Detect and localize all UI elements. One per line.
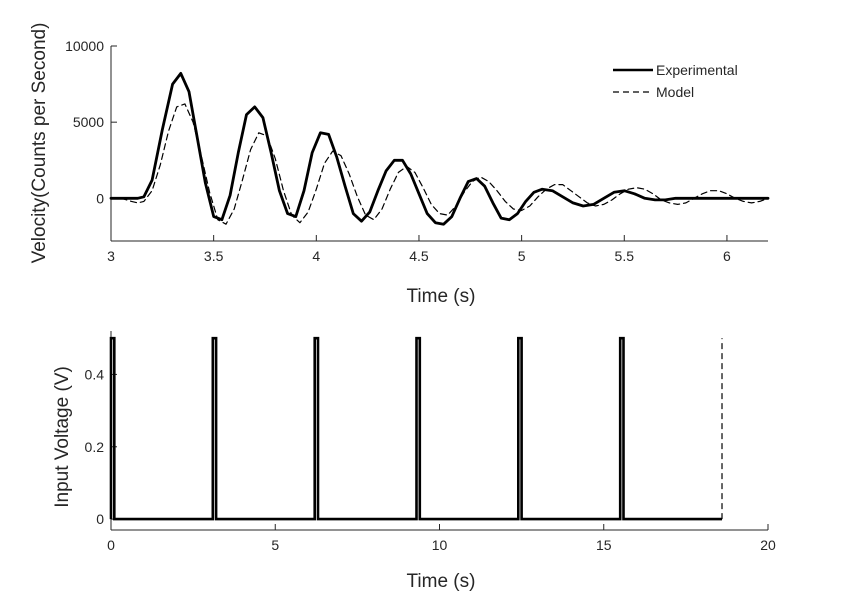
x-tick-label: 3.5: [204, 248, 224, 264]
bottom-y-axis-label: Input Voltage (V): [52, 366, 73, 508]
y-tick-label: 5000: [73, 114, 104, 130]
y-tick-label: 10000: [65, 38, 104, 54]
top-y-axis-label: Velocity(Counts per Second): [29, 23, 50, 264]
y-tick-label: 0: [96, 190, 104, 206]
bottom-x-axis-label: Time (s): [407, 571, 476, 592]
x-tick-label: 4: [312, 248, 320, 264]
x-tick-label: 15: [596, 537, 612, 553]
y-tick-label: 0.2: [85, 439, 105, 455]
legend: Experimental Model: [613, 62, 738, 100]
x-tick-label: 10: [432, 537, 448, 553]
top-ticks: 3 3.5 4 4.5 5 5.5 6 0 5000 10000: [65, 38, 731, 264]
x-tick-label: 0: [107, 537, 115, 553]
bottom-series-lines: [109, 336, 723, 521]
top-series-lines: [109, 72, 770, 226]
x-tick-label: 3: [107, 248, 115, 264]
legend-experimental-label: Experimental: [656, 62, 738, 78]
x-tick-label: 20: [760, 537, 776, 553]
x-tick-label: 5: [271, 537, 279, 553]
x-tick-label: 6: [723, 248, 731, 264]
x-tick-label: 4.5: [409, 248, 429, 264]
y-tick-label: 0.4: [85, 366, 105, 382]
x-tick-label: 5.5: [615, 248, 635, 264]
x-tick-label: 5: [518, 248, 526, 264]
experimental-line: [109, 72, 770, 226]
bottom-ticks: 0 5 10 15 20 0 0.2 0.4: [85, 366, 776, 553]
model-line: [110, 103, 769, 225]
y-tick-label: 0: [96, 511, 104, 527]
voltage-pulse-line: [109, 336, 722, 521]
top-x-axis-label: Time (s): [407, 286, 476, 307]
legend-model-label: Model: [656, 84, 694, 100]
velocity-plot: 3 3.5 4 4.5 5 5.5 6 0 5000 10000 Time (s) Velocit…: [29, 23, 770, 307]
voltage-plot: 0 5 10 15 20 0 0.2 0.4 Time (s) Input Voltage (…: [52, 331, 776, 592]
